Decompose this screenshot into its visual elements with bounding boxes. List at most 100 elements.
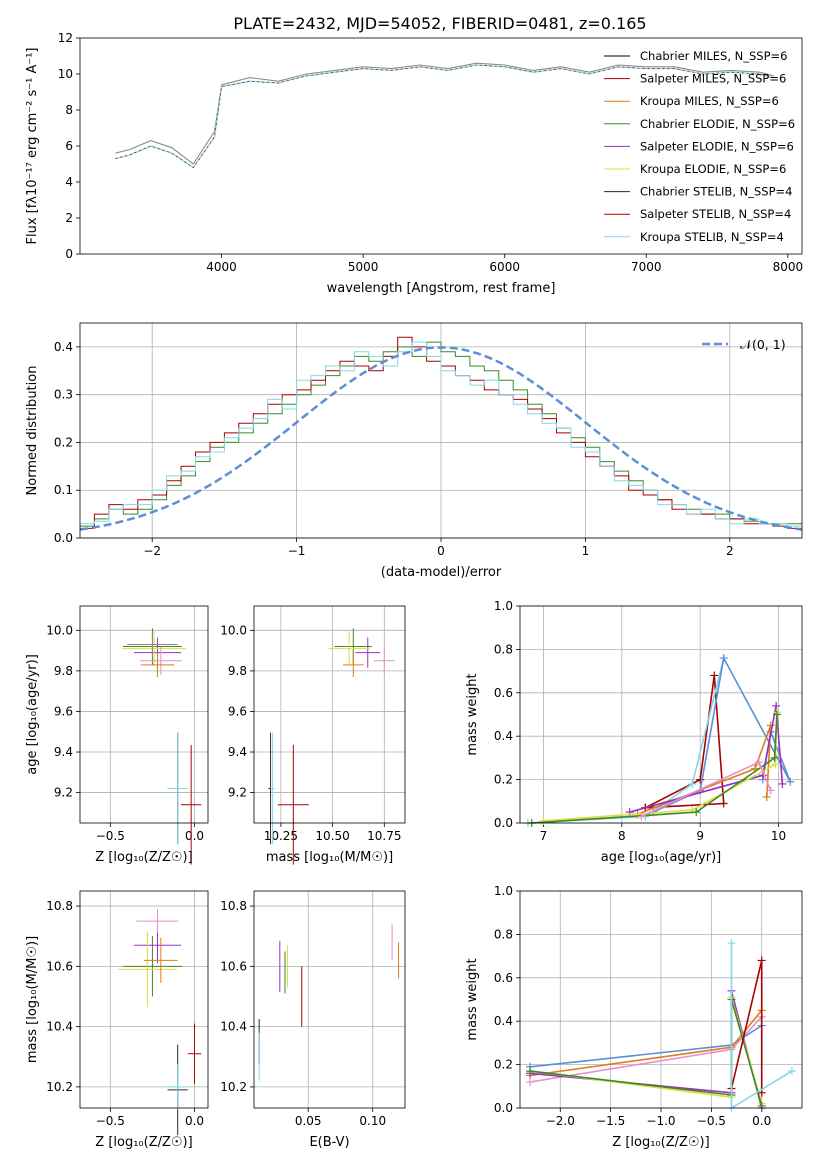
y-tick-label: 6 [65,139,73,153]
y-tick-label: 9.6 [54,704,73,718]
mass-weight-line [531,714,778,824]
legend-label: Salpeter STELIB, N_SSP=4 [640,207,791,221]
x-tick-label: 2 [726,544,734,558]
y-axis-label: age [log₁₀(age/yr)] [25,654,40,775]
y-tick-label: 0.0 [494,1101,513,1115]
panel-spectrum: 4000 5000 6000 7000 8000 0 2 4 6 8 10 12 wavelength … [25,31,803,296]
plus-marker [710,671,719,680]
x-tick-label: −0.5 [96,1114,125,1128]
x-axis-label: Z [log₁₀(Z/Z☉)] [612,1135,709,1150]
legend-label: 𝒩(0, 1) [740,337,786,352]
plus-marker [787,1067,796,1076]
residual-histogram [80,341,802,527]
legend-label: Salpeter MILES, N_SSP=6 [640,72,786,86]
panels-group: 4000 5000 6000 7000 8000024681012wavelength … [25,31,803,1150]
plus-marker [688,779,697,788]
x-axis-label: E(B-V) [309,1135,349,1150]
x-tick-label: 8 [618,829,626,843]
y-tick-label: 10.8 [46,899,73,913]
x-tick-label: −1.0 [646,1114,675,1128]
model-spectrum-line [115,64,774,169]
y-tick-label: 10.6 [220,959,247,973]
plus-marker [727,939,736,948]
y-tick-label: 9.2 [54,786,73,800]
y-axis-label: mass weight [465,673,480,755]
y-tick-label: 9.8 [228,664,247,678]
normal-curve [79,346,803,531]
x-tick-label: 0.0 [752,1114,771,1128]
y-tick-label: 9.6 [228,704,247,718]
y-tick-label: 0.1 [54,483,73,497]
x-tick-label: 8000 [773,260,804,274]
plus-marker [762,792,771,801]
y-tick-label: 0.0 [54,531,73,545]
x-tick-label: −1 [288,544,306,558]
x-tick-label: 7000 [631,260,662,274]
y-tick-label: 0.6 [494,971,513,985]
plus-marker [754,758,763,767]
plus-marker [778,779,787,788]
panel-mass-weight-vs-Z: −2.0 −1.5 −1.0 −0.5 0.0 0.0 0.2 0.4 0.6 0.8 1.0 Z [… [465,884,803,1150]
plus-marker [772,710,781,719]
y-tick-label: 4 [65,175,73,189]
observed-spectrum-line [115,62,774,165]
spectrum-lines [115,62,774,169]
axes-frame [519,605,803,824]
y-tick-label: 0 [65,247,73,261]
x-tick-label: 0.0 [185,1114,204,1128]
x-axis-label: mass [log₁₀(M/M☉)] [266,850,393,865]
y-tick-label: 10.6 [46,959,73,973]
plus-marker [770,753,779,762]
x-tick-label: 7 [540,829,548,843]
legend-label: Kroupa ELODIE, N_SSP=6 [640,162,786,176]
mass-weight-line [629,705,784,813]
y-tick-label: 9.2 [228,786,247,800]
plus-marker [772,701,781,710]
axes-frame [253,605,406,824]
y-axis-label: mass weight [465,958,480,1040]
y-tick-label: 0.6 [494,686,513,700]
x-tick-label: 9 [696,829,704,843]
y-tick-label: 10.0 [46,623,73,637]
y-axis-label: Normed distribution [25,366,40,496]
x-axis-label: Z [log₁₀(Z/Z☉)] [95,850,192,865]
legend-label: Chabrier MILES, N_SSP=6 [640,49,787,63]
plus-marker [526,1067,535,1076]
x-tick-label: 4000 [206,260,237,274]
y-tick-label: 0.2 [494,773,513,787]
plus-marker [771,760,780,769]
legend-label: Salpeter ELODIE, N_SSP=6 [640,139,794,153]
legend-label: Kroupa MILES, N_SSP=6 [640,94,779,108]
x-tick-label: −2 [143,544,161,558]
y-tick-label: 9.4 [54,745,73,759]
x-tick-label: 1 [582,544,590,558]
panel-mass-weight-vs-age: 7 8 9 10 0.0 0.2 0.4 0.6 0.8 1.0 age [log₁₀(age/yr… [465,599,803,865]
y-axis-label: Flux [fλ10⁻¹⁷ erg cm⁻² s⁻¹ A⁻¹] [25,48,40,245]
y-tick-label: 10.4 [220,1020,247,1034]
y-tick-label: 2 [65,211,73,225]
mass-weight-line [730,960,763,1093]
y-tick-label: 10.2 [46,1080,73,1094]
y-tick-label: 10.0 [220,623,247,637]
y-tick-label: 0.4 [54,340,73,354]
y-tick-label: 0.8 [494,927,513,941]
plus-marker [692,808,701,817]
x-tick-label: 0.05 [295,1114,322,1128]
panel-mass-vs-Z: −0.5 0.0 10.2 10.4 10.6 10.8 Z [log₁₀(Z/Z☉)] ma… [25,890,209,1150]
mass-weight-line [644,675,725,809]
x-axis-label: wavelength [Angstrom, rest frame] [327,281,556,296]
plus-marker [526,1077,535,1086]
plus-marker [757,956,766,965]
x-tick-label: −1.5 [596,1114,625,1128]
panel-age-vs-Z: −0.5 0.0 9.2 9.4 9.6 9.8 10.0 Z [log₁₀(Z/Z☉)] ag… [25,605,209,865]
figure-title: PLATE=2432, MJD=54052, FIBERID=0481, z=0… [233,14,646,33]
x-tick-label: 10.75 [367,829,401,843]
y-tick-label: 10 [58,67,73,81]
x-tick-label: 0.10 [359,1114,386,1128]
x-tick-label: 0.0 [185,829,204,843]
x-tick-label: 0 [437,544,445,558]
panel-mass-vs-EBV: 0.05 0.10 10.2 10.4 10.6 10.8 E(B-V) [220,890,406,1150]
y-tick-label: 0.4 [494,729,513,743]
